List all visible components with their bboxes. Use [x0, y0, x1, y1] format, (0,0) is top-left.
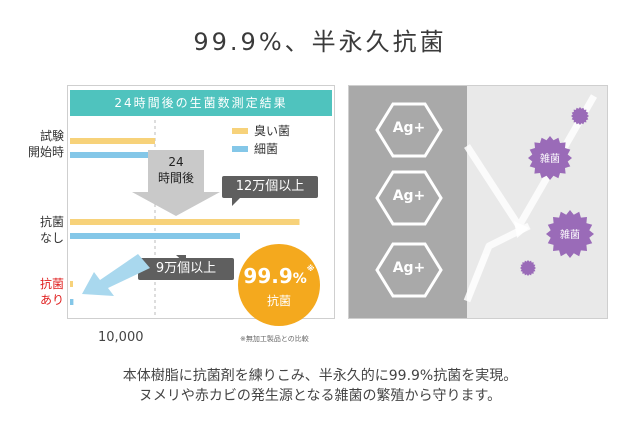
bar-odor [70, 219, 300, 225]
row-label-line: 抗菌 [39, 215, 64, 229]
callout-120k: 12万個以上 [222, 176, 318, 198]
callout-90k: 9万個以上 [138, 258, 234, 280]
ion-label: Ag+ [392, 260, 426, 276]
badge-label: 抗菌 [266, 294, 291, 308]
germ-label: 雑菌 [540, 154, 560, 165]
description-line: ヌメリや赤カビの発生源となる雑菌の繁殖から守ります。 [138, 388, 502, 404]
elapsed-time-label: 24 時間後 [148, 154, 204, 186]
bar-odor [70, 281, 73, 287]
page-title: 99.9%、半永久抗菌 [193, 28, 447, 56]
germ-icon [546, 210, 594, 258]
row-label-line: 開始時 [27, 145, 64, 159]
footnote: ※無加工製品との比較 [240, 335, 309, 343]
badge-number: 99.9 [243, 264, 293, 288]
legend-label-odor: 臭い菌 [254, 124, 291, 138]
ion-label: Ag+ [392, 120, 426, 136]
germ-label: 雑菌 [560, 230, 580, 241]
germ-icon [520, 260, 536, 276]
x-tick-label: 10,000 [98, 330, 144, 345]
legend-label-bacteria: 細菌 [254, 142, 279, 156]
chart-title: 24時間後の生菌数測定結果 [70, 90, 332, 116]
row-label-no-antibacterial: 抗菌 なし [14, 214, 64, 246]
illustration-panel [348, 85, 608, 319]
bar-bacteria [70, 299, 74, 305]
germ-icon [571, 107, 589, 125]
badge-note-mark: ※ [306, 264, 315, 273]
row-label-line: なし [39, 231, 64, 245]
ion-label: Ag+ [392, 188, 426, 204]
row-label-line: あり [39, 293, 64, 307]
row-label-antibacterial: 抗菌 あり [14, 276, 64, 308]
badge-unit: % [292, 271, 307, 287]
bar-odor [70, 138, 155, 144]
row-label-line: 試験 [39, 129, 64, 143]
row-label-start: 試験 開始時 [14, 128, 64, 160]
germ-icon [528, 136, 572, 180]
legend-swatch-odor [232, 128, 248, 134]
bar-bacteria [70, 233, 240, 239]
bar-bacteria [70, 152, 155, 158]
antibacterial-badge: 99.9%※ 抗菌 [238, 244, 320, 326]
badge-value: 99.9%※ [238, 264, 320, 288]
silver-ion-diagram [349, 86, 598, 318]
elapsed-time-unit: 時間後 [157, 171, 194, 185]
description-line: 本体樹脂に抗菌剤を練りこみ、半永久的に99.9%抗菌を実現。 [122, 368, 518, 384]
row-label-line: 抗菌 [39, 277, 64, 291]
legend-swatch-bacteria [232, 146, 248, 152]
elapsed-time-value: 24 [168, 155, 184, 169]
